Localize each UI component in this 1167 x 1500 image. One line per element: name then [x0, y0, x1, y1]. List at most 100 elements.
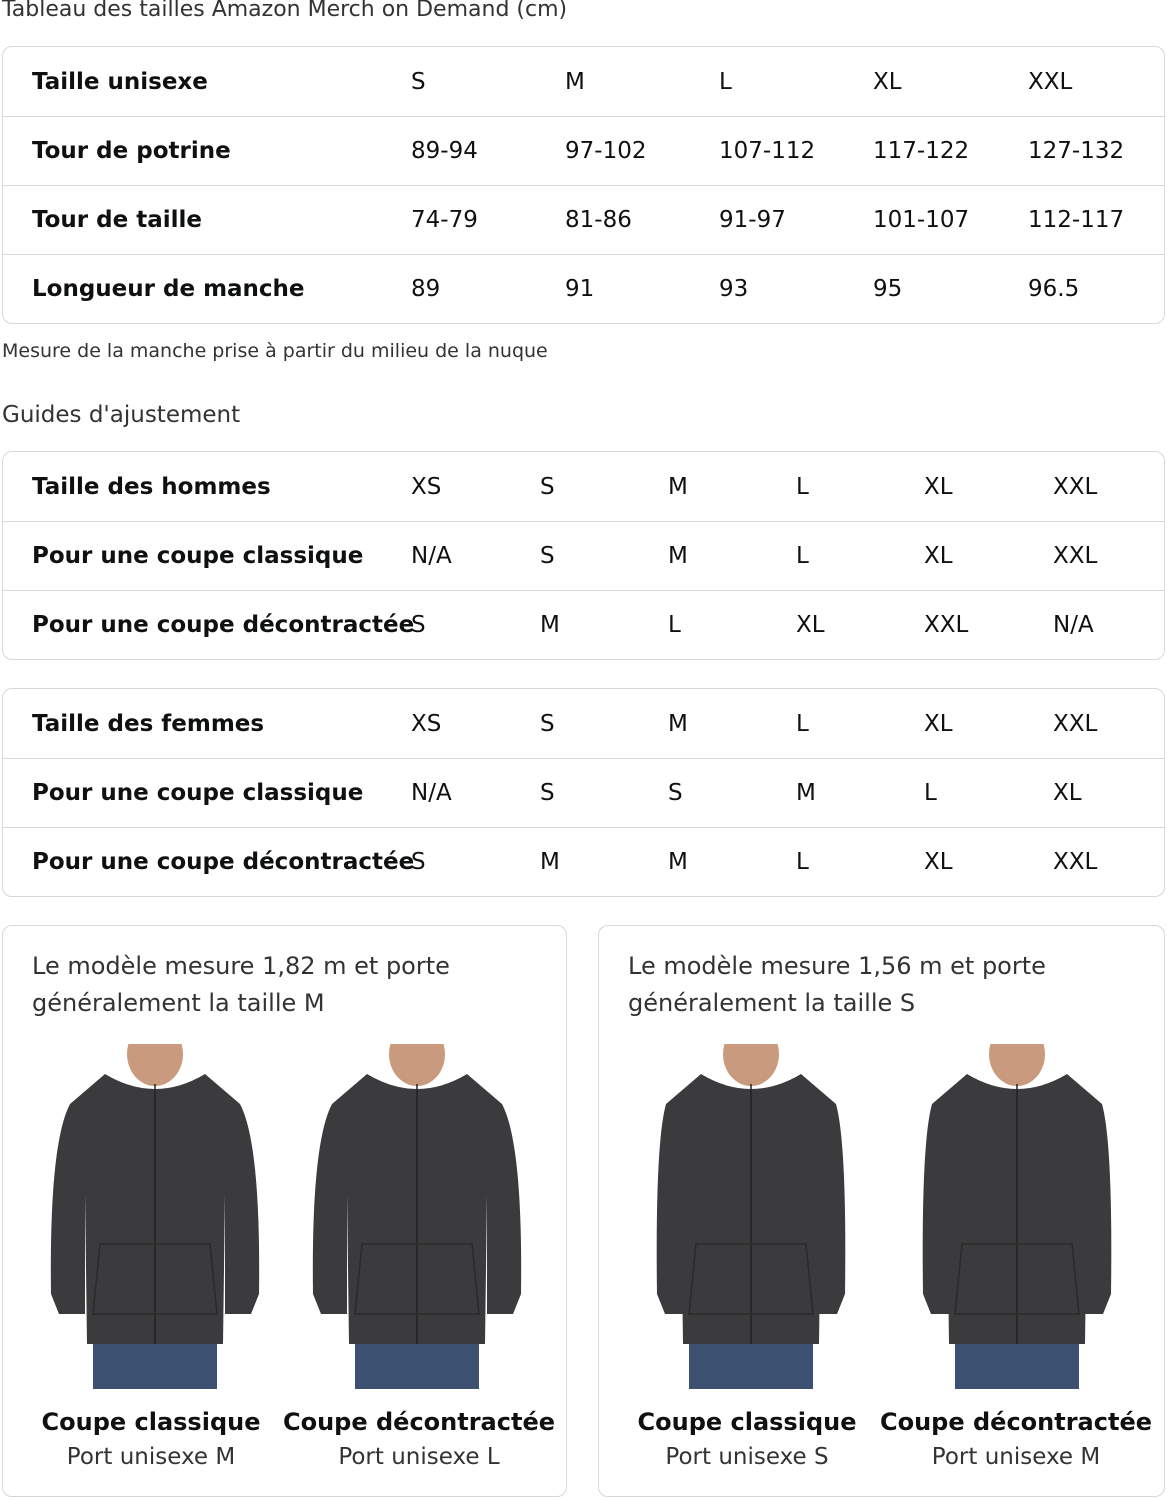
caption-subtitle: Port unisexe M: [931, 1444, 1101, 1470]
table-cell: 93: [719, 276, 749, 302]
row-label: Tour de potrine: [32, 138, 231, 164]
table-cell: 91-97: [719, 207, 786, 233]
table-cell: 95: [873, 276, 903, 302]
row-label: Pour une coupe classique: [32, 780, 364, 806]
table-row: Pour une coupe décontractée S M L XL XXL N/A: [3, 590, 1164, 659]
table-cell: S: [411, 68, 426, 95]
caption-subtitle: Port unisexe L: [338, 1444, 500, 1470]
face: [723, 1044, 779, 1086]
figure-caption: Coupe classique Port unisexe S: [607, 1408, 887, 1470]
table-row: Taille des femmes XS S M L XL XXL: [3, 689, 1164, 758]
table-cell: S: [540, 710, 555, 737]
table-cell: S: [540, 543, 555, 569]
figure-caption: Coupe classique Port unisexe M: [11, 1408, 291, 1470]
table-cell: S: [411, 612, 426, 638]
table-row: Pour une coupe classique N/A S S M L XL: [3, 758, 1164, 827]
table-cell: 81-86: [565, 207, 632, 233]
sleeve-note: Mesure de la manche prise à partir du mi…: [2, 340, 548, 362]
table-cell: N/A: [411, 780, 452, 806]
face: [127, 1044, 183, 1086]
table-cell: XXL: [1053, 849, 1098, 875]
caption-subtitle: Port unisexe M: [66, 1444, 236, 1470]
pocket: [688, 1243, 814, 1315]
table-cell: S: [411, 849, 426, 875]
table-cell: 112-117: [1028, 207, 1125, 233]
table-cell: L: [796, 473, 809, 500]
pocket: [954, 1243, 1080, 1315]
row-label: Pour une coupe décontractée: [32, 612, 415, 638]
table-cell: 89-94: [411, 138, 478, 164]
hoodie-relaxed-fit-image: [312, 1044, 522, 1389]
size-table: Taille unisexe S M L XL XXL Tour de potrine 89-…: [2, 46, 1165, 324]
caption-title: Coupe classique: [637, 1408, 857, 1436]
table-cell: 107-112: [719, 138, 816, 164]
hoodie-classic-fit-image: [656, 1044, 846, 1389]
table-cell: 117-122: [873, 138, 970, 164]
men-fit-table: Taille des hommes XS S M L XL XXL Pour une coup…: [2, 451, 1165, 660]
table-cell: M: [668, 473, 688, 500]
table-cell: XXL: [1028, 68, 1073, 95]
model-description: Le modèle mesure 1,82 m et porte général…: [32, 952, 450, 1017]
table-cell: XL: [924, 849, 953, 875]
figure-caption: Coupe décontractée Port unisexe M: [876, 1408, 1156, 1470]
table-row: Taille des hommes XS S M L XL XXL: [3, 452, 1164, 521]
table-cell: XL: [924, 710, 953, 737]
table-cell: N/A: [1053, 612, 1094, 638]
table-row: Longueur de manche 89 91 93 95 96.5: [3, 254, 1164, 323]
table-cell: XXL: [1053, 473, 1098, 500]
table-cell: XL: [796, 612, 825, 638]
row-label: Pour une coupe classique: [32, 543, 364, 569]
table-cell: M: [540, 612, 560, 638]
table-cell: L: [924, 780, 937, 806]
table-cell: L: [796, 849, 809, 875]
fit-guide-heading: Guides d'ajustement: [2, 402, 241, 428]
table-cell: 89: [411, 276, 441, 302]
figure-caption: Coupe décontractée Port unisexe L: [279, 1408, 559, 1470]
table-cell: L: [796, 710, 809, 737]
row-label: Taille unisexe: [32, 68, 208, 95]
men-model-card: Le modèle mesure 1,82 m et porte général…: [2, 925, 567, 1497]
table-cell: 74-79: [411, 207, 478, 233]
table-cell: XXL: [1053, 710, 1098, 737]
pocket: [92, 1243, 218, 1315]
table-row: Taille unisexe S M L XL XXL: [3, 47, 1164, 116]
page-title: Tableau des tailles Amazon Merch on Dema…: [2, 0, 568, 22]
pocket: [354, 1243, 480, 1315]
table-cell: 97-102: [565, 138, 647, 164]
caption-title: Coupe décontractée: [282, 1408, 555, 1436]
table-cell: S: [668, 780, 683, 806]
table-cell: M: [565, 68, 585, 95]
women-fit-table: Taille des femmes XS S M L XL XXL Pour une coup…: [2, 688, 1165, 897]
table-row: Pour une coupe classique N/A S M L XL XXL: [3, 521, 1164, 590]
row-label: Longueur de manche: [32, 276, 305, 302]
table-cell: XS: [411, 473, 442, 500]
hoodie-relaxed-fit-image: [922, 1044, 1112, 1389]
table-cell: 127-132: [1028, 138, 1125, 164]
table-cell: XXL: [924, 612, 969, 638]
table-cell: M: [668, 543, 688, 569]
table-cell: M: [540, 849, 560, 875]
table-cell: M: [668, 849, 688, 875]
table-cell: XS: [411, 710, 442, 737]
women-model-card: Le modèle mesure 1,56 m et porte général…: [598, 925, 1165, 1497]
table-cell: XL: [924, 543, 953, 569]
caption-title: Coupe classique: [41, 1408, 261, 1436]
caption-subtitle: Port unisexe S: [665, 1444, 829, 1470]
row-label: Taille des femmes: [32, 710, 265, 737]
hoodie-classic-fit-image: [50, 1044, 260, 1389]
table-cell: XL: [1053, 780, 1082, 806]
face: [989, 1044, 1045, 1086]
table-row: Tour de taille 74-79 81-86 91-97 101-107 112-…: [3, 185, 1164, 254]
row-label: Tour de taille: [32, 207, 202, 233]
table-cell: 96.5: [1028, 276, 1080, 302]
table-row: Pour une coupe décontractée S M M L XL XXL: [3, 827, 1164, 896]
caption-title: Coupe décontractée: [879, 1408, 1152, 1436]
table-cell: N/A: [411, 543, 452, 569]
table-cell: XL: [873, 68, 902, 95]
table-cell: S: [540, 473, 555, 500]
table-cell: L: [719, 68, 732, 95]
table-cell: S: [540, 780, 555, 806]
table-cell: L: [796, 543, 809, 569]
table-cell: 91: [565, 276, 595, 302]
face: [389, 1044, 445, 1086]
